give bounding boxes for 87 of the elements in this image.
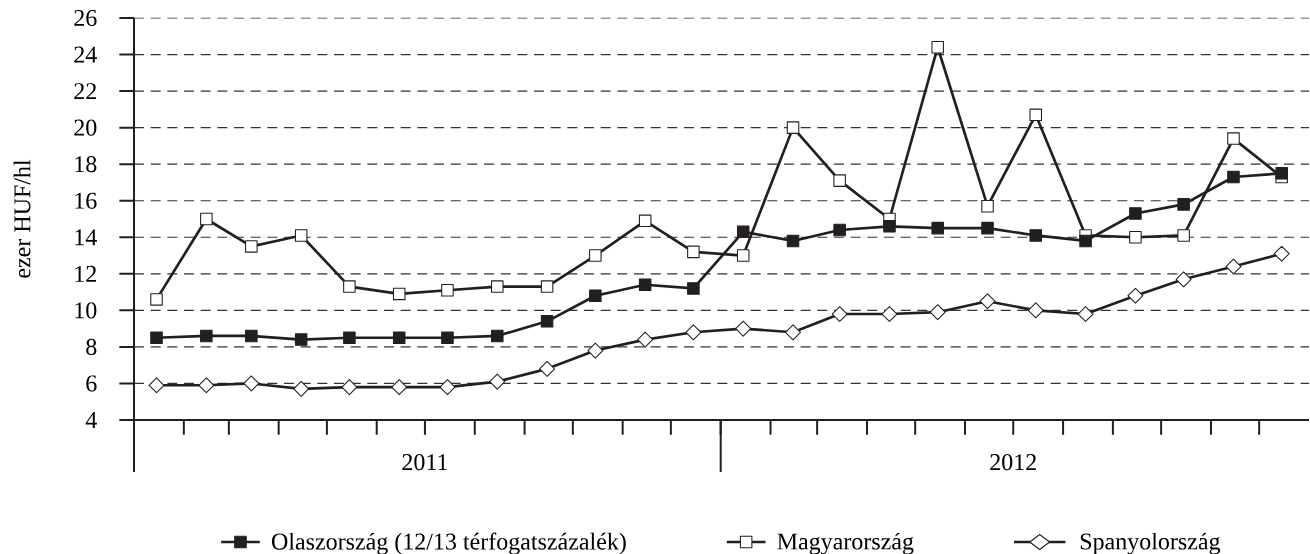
legend-label: Olaszország (12/13 térfogatszázalék) — [271, 532, 626, 554]
point — [1273, 245, 1290, 262]
point — [441, 331, 454, 345]
point — [150, 331, 163, 345]
y-tick-label: 14 — [75, 229, 97, 246]
point — [589, 289, 602, 303]
point — [1127, 287, 1144, 304]
point — [881, 306, 898, 323]
point — [979, 293, 996, 310]
point — [831, 306, 848, 323]
point — [687, 245, 700, 259]
point — [489, 373, 506, 390]
point — [785, 324, 802, 341]
point — [1129, 207, 1142, 220]
point — [637, 331, 654, 348]
legend-label: Magyarország — [777, 532, 914, 554]
point — [735, 320, 752, 337]
point — [293, 380, 310, 397]
point — [341, 379, 358, 396]
legend-label: Spanyolország — [1080, 532, 1221, 554]
point — [294, 229, 308, 242]
point — [929, 304, 946, 321]
point — [1129, 231, 1142, 244]
y-axis-title: ezer HUF/hl — [13, 159, 31, 278]
y-tick-label: 12 — [75, 265, 96, 282]
point — [491, 280, 504, 293]
point — [392, 287, 406, 301]
point — [786, 121, 800, 134]
y-tick-label: 4 — [85, 412, 97, 428]
point — [1029, 229, 1043, 242]
point — [981, 221, 994, 235]
y-tick-label: 26 — [74, 9, 97, 27]
point — [294, 333, 308, 346]
point — [687, 282, 700, 295]
point — [1227, 132, 1240, 145]
point — [1027, 302, 1044, 319]
point — [931, 221, 944, 235]
point — [1227, 170, 1240, 184]
point — [439, 379, 456, 396]
y-tick-label: 22 — [74, 83, 96, 100]
y-tick-label: 10 — [75, 302, 97, 319]
point — [587, 342, 604, 359]
point — [638, 214, 652, 228]
point — [1275, 167, 1288, 180]
point — [833, 174, 846, 187]
point — [883, 220, 896, 233]
point — [150, 293, 163, 306]
point — [685, 324, 702, 341]
y-tick-label: 16 — [75, 192, 97, 209]
point — [343, 331, 356, 345]
point — [245, 240, 258, 253]
point — [1079, 234, 1092, 248]
y-tick-label: 24 — [74, 46, 97, 63]
y-tick-label: 8 — [86, 338, 97, 355]
x-tick-label: 2011 — [402, 454, 448, 471]
point — [736, 249, 750, 262]
point — [200, 212, 213, 226]
point — [1175, 271, 1192, 288]
x-tick-label: 2012 — [990, 454, 1036, 471]
point — [540, 315, 554, 328]
point — [1177, 229, 1190, 242]
point — [589, 249, 602, 262]
point — [441, 283, 454, 297]
point — [931, 40, 944, 54]
point — [736, 225, 750, 239]
point — [1077, 306, 1094, 323]
point — [833, 223, 846, 237]
point — [391, 379, 408, 396]
y-tick-label: 20 — [74, 119, 97, 136]
point — [245, 329, 258, 343]
point — [243, 375, 260, 392]
point — [786, 234, 800, 248]
point — [1225, 258, 1242, 275]
point — [540, 280, 554, 293]
point — [200, 329, 213, 343]
point — [1029, 108, 1043, 122]
point — [539, 360, 556, 377]
point — [392, 331, 406, 345]
point — [198, 377, 215, 394]
point — [343, 280, 356, 293]
point — [491, 329, 504, 343]
point — [148, 377, 165, 394]
y-tick-label: 6 — [86, 375, 97, 392]
point — [981, 199, 994, 213]
point — [1177, 198, 1190, 211]
point — [638, 278, 652, 292]
y-tick-label: 18 — [75, 156, 97, 173]
